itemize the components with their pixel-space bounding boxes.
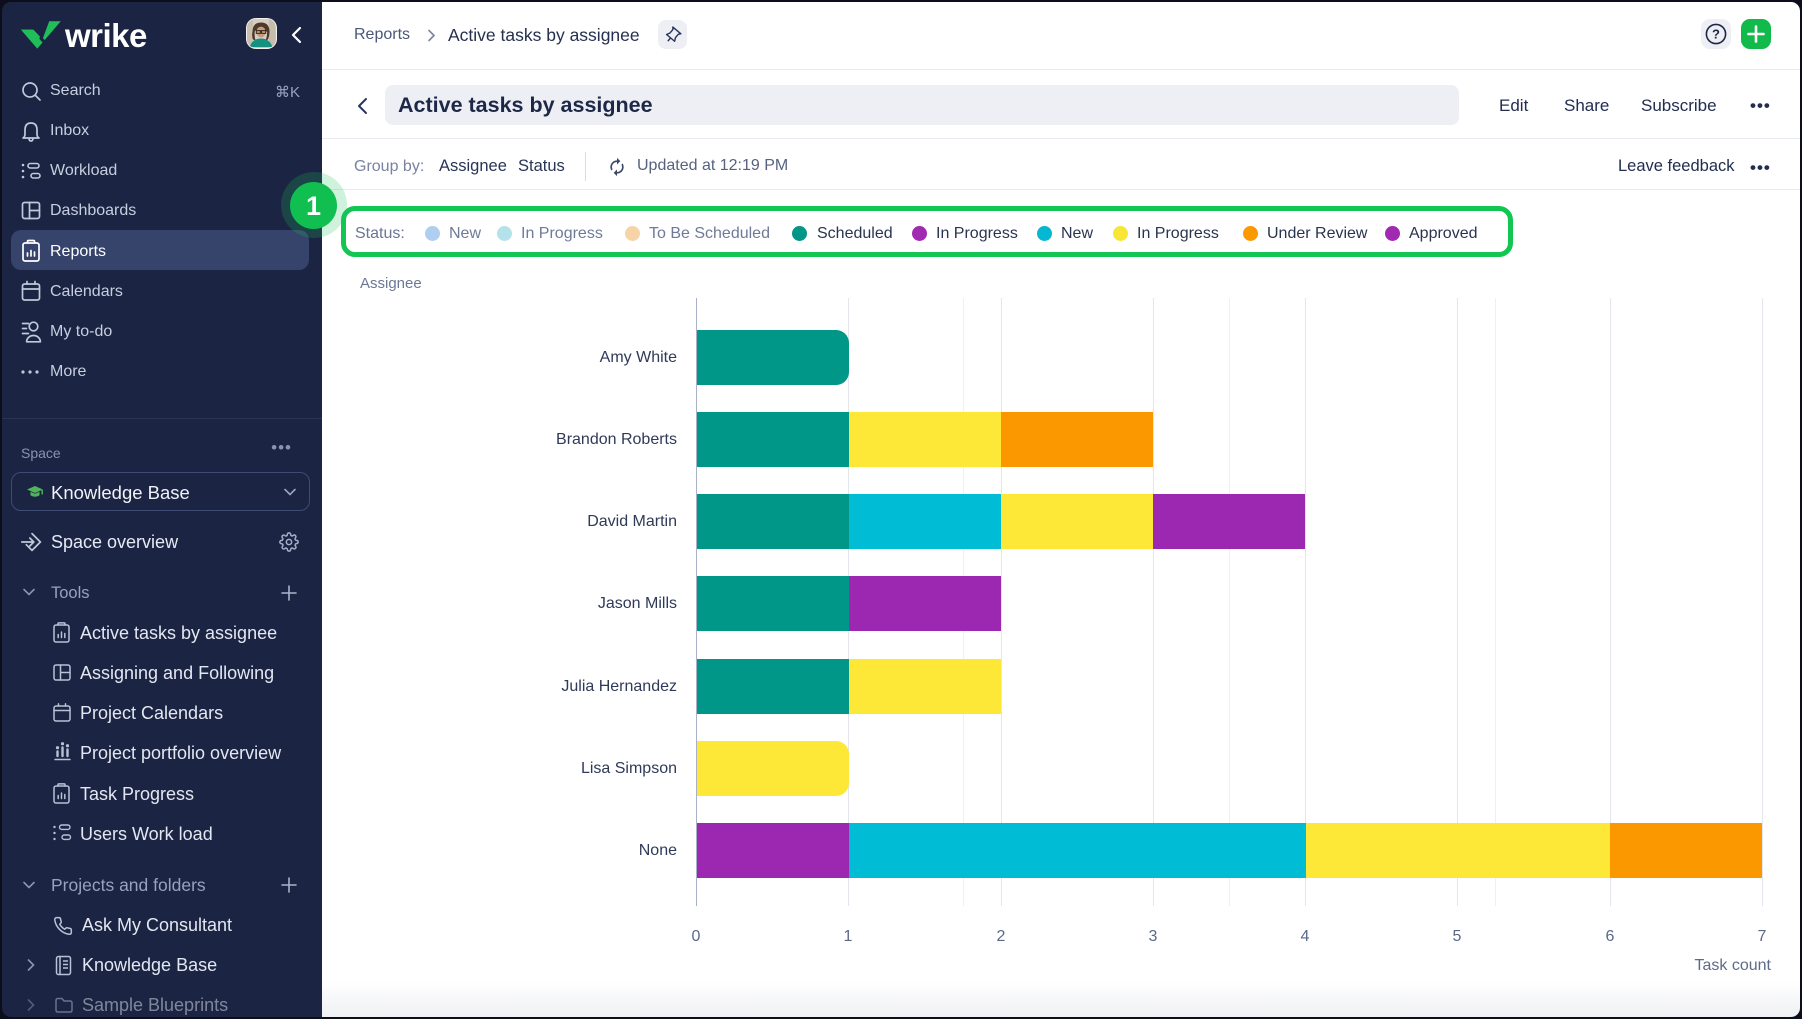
svg-text:?: ? [1712,27,1720,42]
svg-text:wrike: wrike [64,17,147,53]
